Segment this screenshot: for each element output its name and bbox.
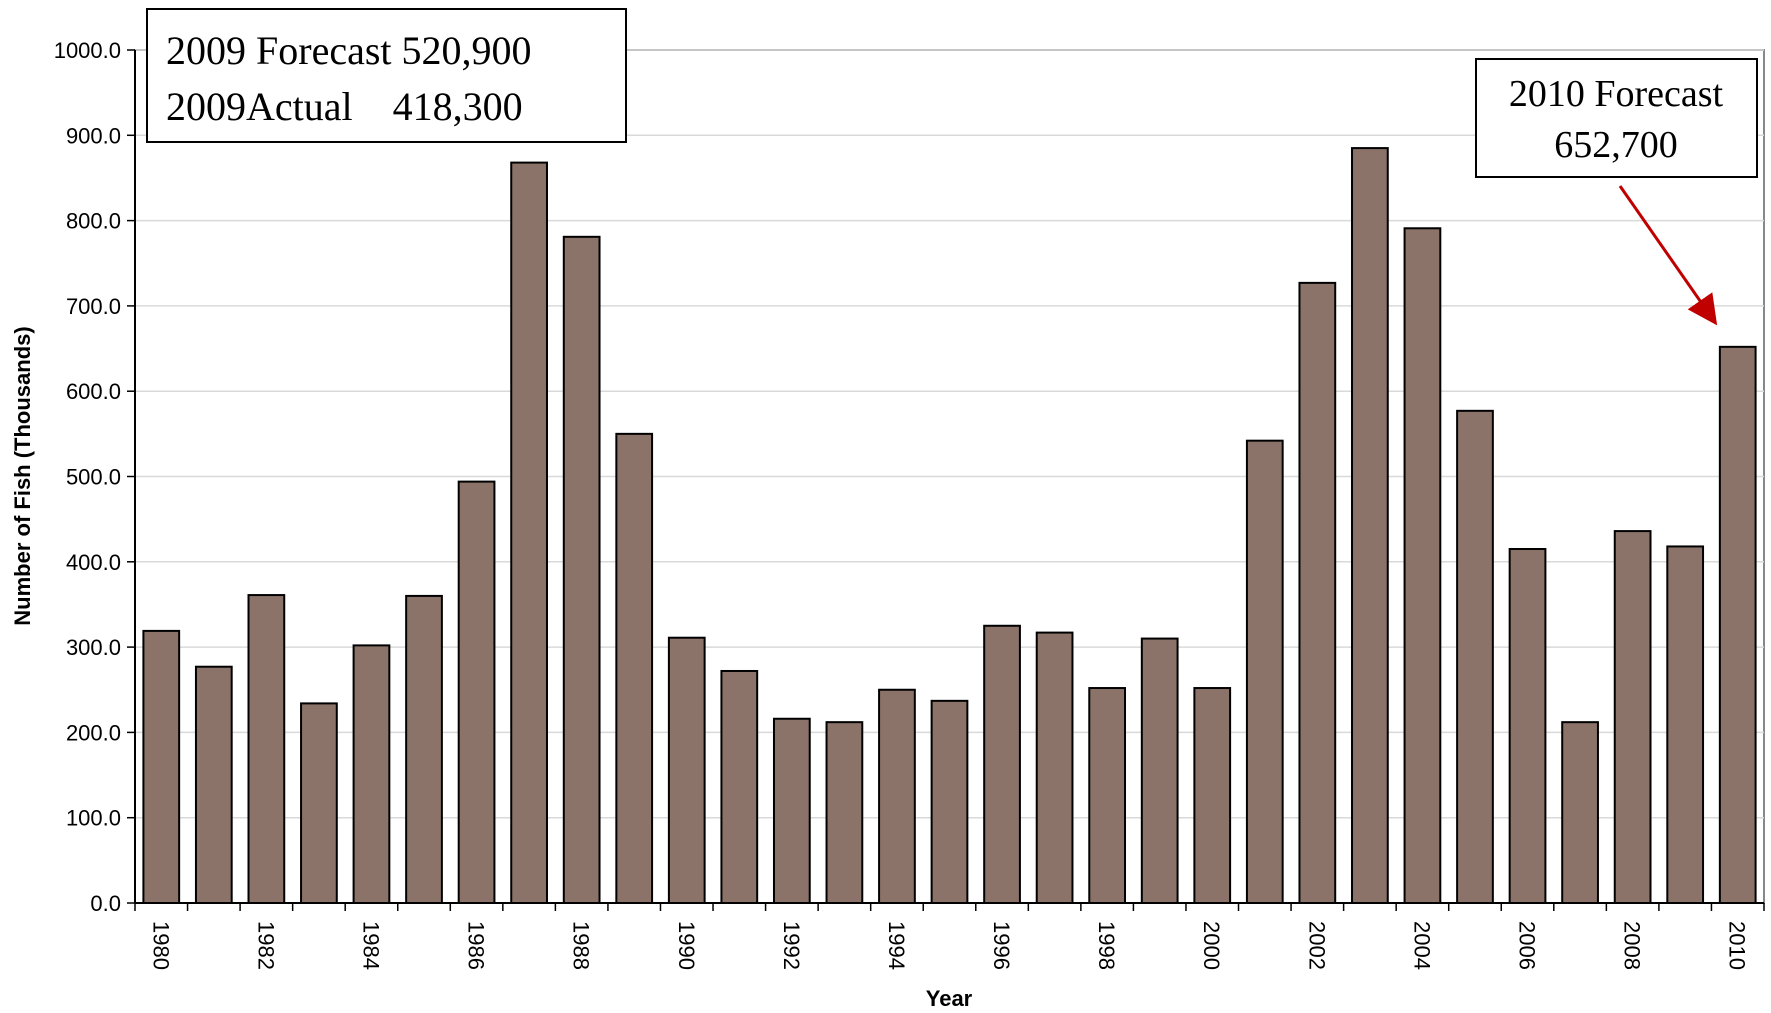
- y-tick-label: 0.0: [90, 891, 121, 916]
- bar-1983: [300, 702, 338, 905]
- annotation-2010: 2010 Forecast 652,700: [1475, 58, 1758, 178]
- bar-1991: [720, 669, 759, 905]
- bar-1999: [1140, 637, 1179, 904]
- x-tick-label: 1990: [674, 921, 699, 970]
- y-tick-label: 300.0: [66, 635, 121, 660]
- x-tick-label: 2000: [1199, 921, 1224, 970]
- bar-1986: [457, 480, 496, 904]
- bar-1988: [562, 235, 601, 904]
- y-tick-label: 800.0: [66, 209, 121, 234]
- bar-2009: [1666, 545, 1705, 904]
- bar-2000: [1193, 687, 1232, 904]
- bar-1997: [1035, 631, 1074, 904]
- bar-1994: [878, 688, 916, 904]
- x-tick-label: 1992: [779, 921, 804, 970]
- x-tick-label: 1982: [253, 921, 278, 970]
- x-tick-label: 1986: [464, 921, 489, 970]
- annotation-2010-line2: 652,700: [1554, 124, 1678, 166]
- x-tick-label: 1996: [989, 921, 1014, 970]
- bar-2001: [1245, 439, 1284, 904]
- x-tick-label: 2006: [1515, 921, 1540, 970]
- bar-2008: [1613, 530, 1652, 904]
- bar-1985: [405, 594, 443, 904]
- y-tick-label: 1000.0: [54, 38, 121, 63]
- x-axis-title: Year: [926, 986, 973, 1011]
- x-tick-label: 2008: [1620, 921, 1645, 970]
- y-tick-label: 400.0: [66, 550, 121, 575]
- y-axis-title: Number of Fish (Thousands): [10, 326, 35, 625]
- annotation-2010-line1: 2010 Forecast: [1509, 73, 1724, 115]
- annotation-2009-box: [146, 8, 627, 143]
- bar-2003: [1351, 147, 1389, 905]
- axes: [134, 50, 1765, 911]
- x-tick-label: 2010: [1725, 921, 1750, 970]
- x-tick-label: 1994: [884, 921, 909, 970]
- bar-1980: [142, 629, 181, 904]
- bar-1987: [510, 161, 548, 904]
- x-tick-label: 1988: [569, 921, 594, 970]
- bar-1992: [772, 717, 811, 905]
- x-tick-label: 1980: [148, 921, 173, 970]
- bar-1981: [194, 665, 233, 904]
- y-tick-label: 900.0: [66, 123, 121, 148]
- bar-1984: [352, 644, 391, 904]
- x-tick-label: 1984: [358, 921, 383, 970]
- bar-1998: [1088, 687, 1127, 904]
- bar-2010: [1718, 345, 1757, 904]
- y-tick-label: 700.0: [66, 294, 121, 319]
- bar-2007: [1561, 721, 1599, 904]
- x-tick-label: 1998: [1094, 921, 1119, 970]
- bar-1993: [825, 721, 864, 904]
- y-tick-labels: 0.0 100.0 200.0 300.0 400.0 500.0 600.0 700.0 80…: [54, 38, 121, 916]
- annotation-2009-line2: 2009Actual 418,300: [166, 84, 523, 129]
- annotation-arrow: [1618, 185, 1718, 326]
- bar-2002: [1298, 281, 1337, 904]
- x-tick-label: 2002: [1304, 921, 1329, 970]
- y-tick-label: 500.0: [66, 465, 121, 490]
- bar-1982: [247, 594, 286, 905]
- bar-2004: [1403, 227, 1442, 905]
- annotation-2009: 2009 Forecast 520,900 2009Actual 418,300: [146, 8, 627, 143]
- bar-2005: [1456, 409, 1494, 904]
- annotation-2009-line1: 2009 Forecast 520,900: [166, 28, 532, 73]
- annotation-2010-box: [1475, 58, 1758, 178]
- bar-1989: [615, 432, 654, 904]
- bar-2006: [1508, 548, 1547, 904]
- y-tick-label: 100.0: [66, 806, 121, 831]
- bar-1995: [930, 699, 969, 904]
- bar-1996: [983, 624, 1021, 905]
- y-tick-label: 200.0: [66, 720, 121, 745]
- y-tick-label: 600.0: [66, 379, 121, 404]
- x-tick-labels: 1980 1982 1984 1986 1988 1990 1992 1994 1996 1998…: [148, 921, 1749, 970]
- x-tick-label: 2004: [1409, 921, 1434, 970]
- bar-1990: [667, 636, 706, 904]
